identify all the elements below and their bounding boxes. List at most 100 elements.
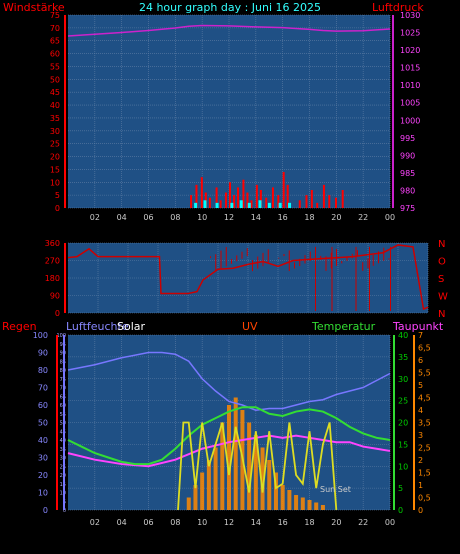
wind-bar bbox=[271, 187, 274, 208]
wind-axis-label: Windstärke bbox=[3, 1, 65, 14]
direction-tick-label: 90 bbox=[50, 292, 60, 301]
wind-tick-label: 35 bbox=[50, 114, 60, 123]
wind-bar bbox=[322, 184, 325, 208]
wind-bar bbox=[190, 195, 193, 208]
temperature-tick-label: 5 bbox=[398, 484, 403, 493]
humidity-tick-label: 75 bbox=[60, 377, 66, 383]
wind-tick-label: 70 bbox=[50, 24, 60, 33]
uv-tick-label: 0 bbox=[418, 506, 423, 515]
compass-tick-label: N bbox=[438, 309, 445, 320]
uv-bar bbox=[273, 472, 278, 510]
wind-bar bbox=[200, 177, 203, 208]
gust-bar bbox=[239, 200, 243, 208]
wind-bar bbox=[341, 189, 344, 208]
humidity-tick-label: 85 bbox=[60, 359, 66, 365]
humidity-tick-label: 30 bbox=[60, 456, 66, 462]
uv-bar bbox=[294, 495, 299, 510]
chart-title: 24 hour graph day : Juni 16 2025 bbox=[139, 1, 321, 14]
solar-line bbox=[177, 421, 338, 511]
pressure-tick-label: 1015 bbox=[400, 64, 420, 73]
direction-tick-label: 180 bbox=[45, 274, 60, 283]
x-tick-label: 02 bbox=[90, 518, 100, 527]
wind-bar bbox=[286, 184, 289, 208]
temperature-tick-label: 0 bbox=[398, 506, 403, 515]
wind-bar bbox=[229, 182, 231, 208]
uv-tick-label: 1,5 bbox=[418, 469, 431, 478]
pressure-tick-label: 1030 bbox=[400, 11, 420, 20]
x-tick-label: 08 bbox=[170, 213, 180, 222]
wind-bar bbox=[219, 200, 222, 208]
wind-bar bbox=[195, 184, 198, 208]
humidity-tick-label: 55 bbox=[60, 412, 66, 418]
x-tick-label: 04 bbox=[117, 518, 127, 527]
compass-tick-label: W bbox=[438, 292, 448, 303]
uv-tick-label: 4,5 bbox=[418, 394, 431, 403]
x-tick-label: 00 bbox=[385, 213, 395, 222]
wind-tick-label: 10 bbox=[50, 178, 60, 187]
wind-bar bbox=[259, 189, 262, 208]
compass-tick-label: S bbox=[438, 274, 444, 285]
x-tick-label: 20 bbox=[331, 213, 341, 222]
rain-tick-label: 20 bbox=[38, 471, 48, 480]
uv-bar bbox=[314, 502, 319, 510]
temperature-tick-label: 15 bbox=[398, 440, 408, 449]
humidity-tick-label: 70 bbox=[60, 386, 66, 392]
uv-tick-label: 5,5 bbox=[418, 369, 431, 378]
wind-bar bbox=[233, 195, 236, 208]
wind-tick-label: 65 bbox=[50, 37, 60, 46]
x-tick-label: 20 bbox=[331, 518, 341, 527]
pressure-tick-label: 975 bbox=[400, 204, 415, 213]
wind-tick-label: 25 bbox=[50, 140, 60, 149]
wind-bar bbox=[277, 195, 280, 208]
uv-bar bbox=[247, 422, 252, 510]
rain-tick-label: 80 bbox=[38, 366, 48, 375]
uv-bar bbox=[320, 505, 325, 510]
sunset-annotation: Sun Set bbox=[320, 485, 351, 494]
pressure-tick-label: 985 bbox=[400, 169, 415, 178]
uv-tick-label: 2,5 bbox=[418, 444, 431, 453]
legend-humidity: Luftfeuchte bbox=[66, 320, 129, 333]
legend-solar: Solar bbox=[117, 320, 146, 333]
wind-tick-label: 30 bbox=[50, 127, 60, 136]
pressure-tick-label: 1025 bbox=[400, 29, 420, 38]
uv-tick-label: 5 bbox=[418, 381, 423, 390]
x-tick-label: 14 bbox=[251, 213, 261, 222]
wind-bar bbox=[255, 184, 258, 208]
x-tick-label: 14 bbox=[251, 518, 261, 527]
rain-tick-label: 30 bbox=[38, 454, 48, 463]
uv-tick-label: 0,5 bbox=[418, 494, 431, 503]
uv-tick-label: 6 bbox=[418, 356, 423, 365]
rain-tick-label: 50 bbox=[38, 419, 48, 428]
temperature-tick-label: 10 bbox=[398, 462, 408, 471]
wind-tick-label: 20 bbox=[50, 153, 60, 162]
compass-tick-label: O bbox=[438, 257, 446, 268]
wind-tick-label: 45 bbox=[50, 88, 60, 97]
wind-bar bbox=[208, 197, 211, 208]
uv-bar bbox=[253, 435, 258, 510]
direction-tick-label: 0 bbox=[55, 309, 60, 318]
uv-tick-label: 3 bbox=[418, 431, 423, 440]
pressure-tick-label: 1020 bbox=[400, 46, 420, 55]
wind-bar bbox=[282, 171, 285, 208]
x-tick-label: 18 bbox=[304, 213, 314, 222]
wind-bar bbox=[305, 195, 308, 208]
wind-bar bbox=[328, 195, 331, 208]
direction-tick-label: 270 bbox=[45, 257, 60, 266]
uv-bar bbox=[300, 497, 305, 510]
x-tick-label: 06 bbox=[143, 213, 153, 222]
wind-bar bbox=[246, 192, 249, 208]
uv-bar bbox=[267, 460, 272, 510]
wind-bar bbox=[265, 197, 268, 208]
humidity-tick-label: 80 bbox=[60, 368, 66, 374]
humidity-tick-label: 45 bbox=[60, 429, 66, 435]
pressure-tick-label: 980 bbox=[400, 186, 415, 195]
uv-tick-label: 2 bbox=[418, 456, 423, 465]
rain-tick-label: 60 bbox=[38, 401, 48, 410]
wind-direction-line bbox=[67, 244, 429, 311]
x-tick-label: 10 bbox=[197, 518, 207, 527]
wind-tick-label: 50 bbox=[50, 75, 60, 84]
wind-bar bbox=[298, 200, 301, 208]
temperature-tick-label: 35 bbox=[398, 353, 408, 362]
humidity-tick-label: 60 bbox=[60, 403, 66, 409]
